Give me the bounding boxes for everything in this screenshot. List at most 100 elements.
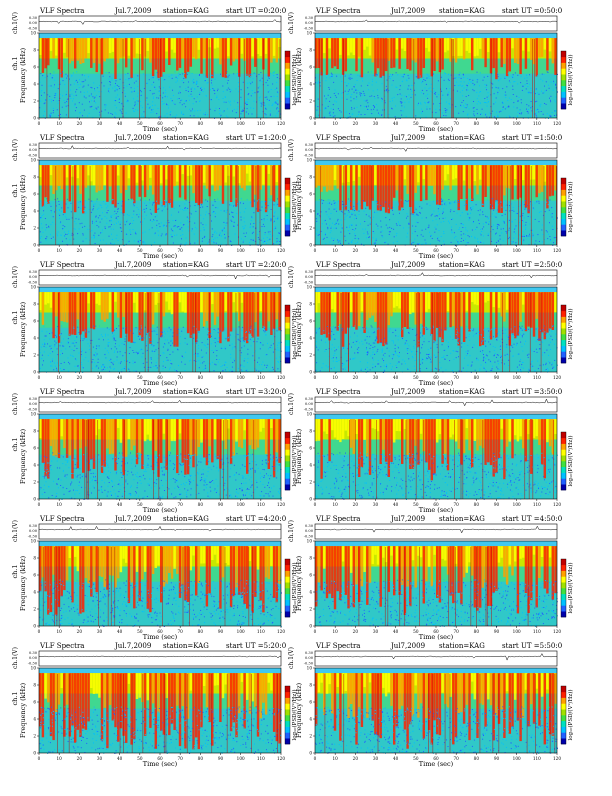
noise-speck <box>132 223 133 224</box>
noise-speck <box>111 243 112 244</box>
noise-speck <box>315 370 316 371</box>
emission-column <box>217 165 219 190</box>
noise-speck <box>394 97 395 98</box>
noise-speck <box>127 220 128 221</box>
noise-speck <box>495 102 496 103</box>
noise-speck <box>407 88 408 89</box>
noise-speck <box>252 82 253 83</box>
noise-speck <box>202 241 203 242</box>
noise-speck <box>106 218 107 219</box>
noise-speck <box>480 103 481 104</box>
noise-speck <box>357 238 358 239</box>
noise-speck <box>61 333 62 334</box>
noise-speck <box>104 85 105 86</box>
noise-speck <box>376 202 377 203</box>
noise-speck <box>210 364 211 365</box>
time-tick-label: 30 <box>373 121 379 126</box>
noise-speck <box>77 327 78 328</box>
emission-column <box>358 165 360 177</box>
noise-speck <box>552 217 553 218</box>
noise-speck <box>522 335 523 336</box>
panel-station: station=KAG <box>163 134 209 142</box>
noise-speck <box>536 101 537 102</box>
emission-column <box>525 165 527 208</box>
noise-speck <box>127 214 128 215</box>
noise-speck <box>480 72 481 73</box>
noise-speck <box>455 236 456 237</box>
colorbar-segment <box>561 178 566 184</box>
noise-speck <box>441 98 442 99</box>
noise-speck <box>477 103 478 104</box>
noise-speck <box>80 84 81 85</box>
noise-speck <box>188 96 189 97</box>
noise-speck <box>470 355 471 356</box>
noise-speck <box>249 75 250 76</box>
colorbar-segment <box>285 63 290 69</box>
emission-column <box>203 292 205 326</box>
noise-speck <box>182 209 183 210</box>
noise-speck <box>352 229 353 230</box>
noise-speck <box>164 79 165 80</box>
noise-speck <box>416 210 417 211</box>
noise-speck <box>529 370 530 371</box>
noise-speck <box>520 369 521 370</box>
noise-speck <box>42 85 43 86</box>
noise-speck <box>443 233 444 234</box>
noise-speck <box>317 230 318 231</box>
noise-speck <box>347 99 348 100</box>
noise-speck <box>331 76 332 77</box>
noise-speck <box>360 105 361 106</box>
noise-speck <box>170 336 171 337</box>
emission-column <box>168 292 170 310</box>
noise-speck <box>442 112 443 113</box>
noise-speck <box>426 106 427 107</box>
noise-speck <box>448 74 449 75</box>
noise-speck <box>61 235 62 236</box>
noise-speck <box>111 224 112 225</box>
noise-speck <box>461 241 462 242</box>
noise-speck <box>262 207 263 208</box>
noise-speck <box>316 233 317 234</box>
emission-column <box>401 38 403 49</box>
noise-speck <box>51 348 52 349</box>
noise-speck <box>128 368 129 369</box>
noise-speck <box>426 78 427 79</box>
noise-speck <box>341 112 342 113</box>
noise-speck <box>414 348 415 349</box>
noise-speck <box>114 361 115 362</box>
noise-speck <box>468 351 469 352</box>
emission-column <box>484 292 486 302</box>
noise-speck <box>108 344 109 345</box>
noise-speck <box>525 84 526 85</box>
noise-speck <box>382 99 383 100</box>
noise-speck <box>278 235 279 236</box>
noise-speck <box>197 86 198 87</box>
colorbar-segment <box>285 74 290 80</box>
noise-speck <box>233 73 234 74</box>
noise-speck <box>352 224 353 225</box>
noise-speck <box>395 87 396 88</box>
freq-tick-label: 4 <box>33 209 36 214</box>
noise-speck <box>492 205 493 206</box>
emission-column <box>390 38 392 68</box>
noise-speck <box>54 346 55 347</box>
noise-speck <box>69 95 70 96</box>
noise-speck <box>92 201 93 202</box>
noise-speck <box>497 200 498 201</box>
noise-speck <box>469 108 470 109</box>
noise-speck <box>372 358 373 359</box>
emission-column <box>122 292 124 317</box>
noise-speck <box>342 228 343 229</box>
noise-speck <box>399 224 400 225</box>
noise-speck <box>73 327 74 328</box>
noise-speck <box>332 329 333 330</box>
emission-column <box>192 38 194 57</box>
noise-speck <box>426 90 427 91</box>
noise-speck <box>509 115 510 116</box>
noise-speck <box>186 208 187 209</box>
noise-speck <box>151 362 152 363</box>
noise-speck <box>154 87 155 88</box>
noise-speck <box>490 330 491 331</box>
noise-speck <box>322 223 323 224</box>
noise-speck <box>169 203 170 204</box>
